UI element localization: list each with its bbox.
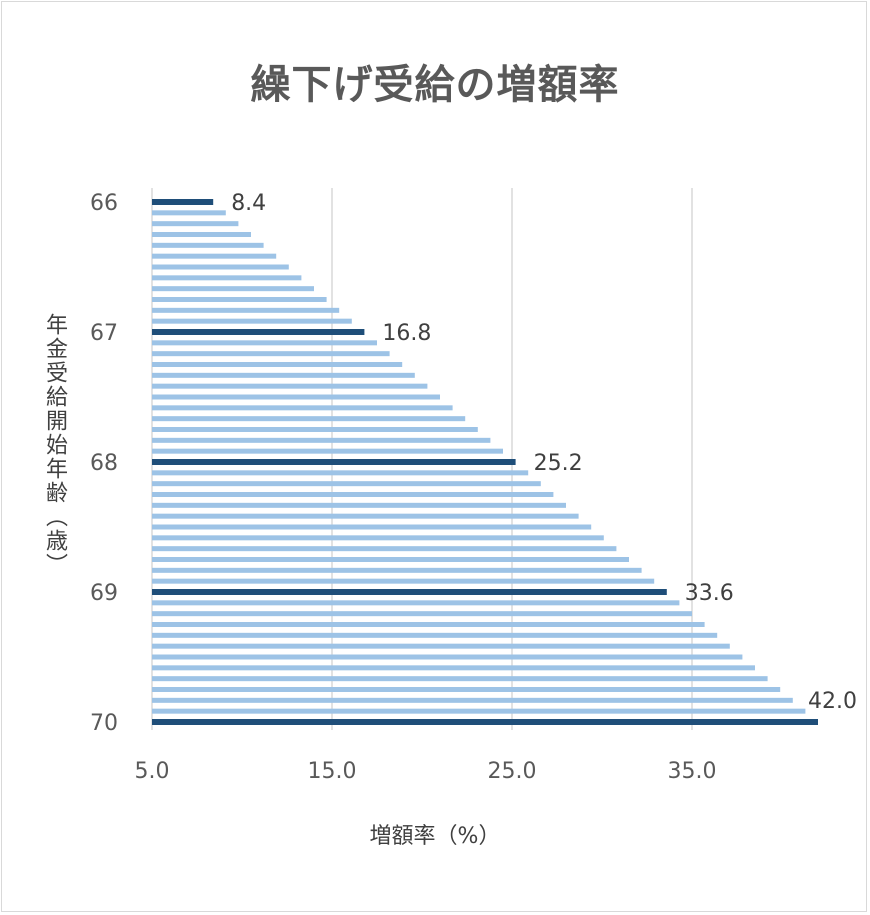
- bar: [152, 492, 554, 497]
- y-tick-label: 70: [90, 711, 118, 736]
- bar: [152, 513, 579, 519]
- bar: [152, 297, 327, 302]
- bar-highlight: [152, 719, 818, 725]
- bar: [152, 676, 768, 682]
- bar: [152, 578, 655, 584]
- bar: [152, 611, 692, 617]
- bar: [152, 622, 705, 627]
- bar: [152, 470, 529, 476]
- bar: [152, 567, 642, 573]
- bar: [152, 502, 566, 508]
- y-tick-label: 67: [90, 321, 118, 346]
- bar: [152, 632, 718, 638]
- bar: [152, 448, 503, 454]
- bar: [152, 557, 629, 562]
- x-tick-label: 15.0: [308, 759, 357, 784]
- x-axis-label: 増額率（%）: [369, 824, 501, 849]
- bar: [152, 318, 352, 324]
- bar: [152, 253, 277, 259]
- bar: [152, 708, 806, 714]
- bar: [152, 394, 440, 400]
- bar: [152, 535, 604, 541]
- data-label: 42.0: [808, 689, 857, 714]
- bar: [152, 481, 541, 487]
- bar: [152, 210, 226, 216]
- data-label: 25.2: [534, 451, 583, 476]
- bar: [152, 427, 478, 432]
- bar: [152, 524, 592, 530]
- bar: [152, 687, 781, 692]
- bar: [152, 232, 251, 237]
- bar: [152, 665, 755, 671]
- bar: [152, 405, 453, 411]
- bar: [152, 697, 793, 703]
- y-tick-label: 69: [90, 581, 118, 606]
- bar: [152, 437, 491, 443]
- x-tick-label: 35.0: [668, 759, 717, 784]
- bar: [152, 643, 730, 649]
- x-tick-label: 25.0: [488, 759, 537, 784]
- bar-highlight: [152, 329, 365, 335]
- bar-highlight: [152, 199, 214, 205]
- data-label: 16.8: [382, 321, 431, 346]
- bar: [152, 416, 466, 422]
- bar-highlight: [152, 459, 516, 465]
- y-tick-label: 66: [90, 191, 118, 216]
- bar: [152, 264, 289, 270]
- bar: [152, 286, 314, 292]
- data-label: 8.4: [231, 191, 266, 216]
- bar: [152, 275, 302, 281]
- bar: [152, 372, 415, 378]
- bar: [152, 340, 377, 346]
- bar: [152, 600, 680, 606]
- bar: [152, 221, 239, 227]
- bar: [152, 242, 264, 248]
- bar: [152, 546, 617, 552]
- data-label: 33.6: [685, 581, 734, 606]
- chart-title: 繰下げ受給の増額率: [250, 62, 620, 108]
- bar: [152, 654, 743, 660]
- bar: [152, 383, 428, 389]
- bar-highlight: [152, 589, 667, 595]
- y-tick-label: 68: [90, 451, 118, 476]
- bar: [152, 362, 403, 367]
- y-axis-label: 年金受給開始年齢（歳）: [42, 313, 67, 577]
- x-tick-label: 5.0: [135, 759, 170, 784]
- bar: [152, 351, 390, 357]
- bar: [152, 307, 340, 313]
